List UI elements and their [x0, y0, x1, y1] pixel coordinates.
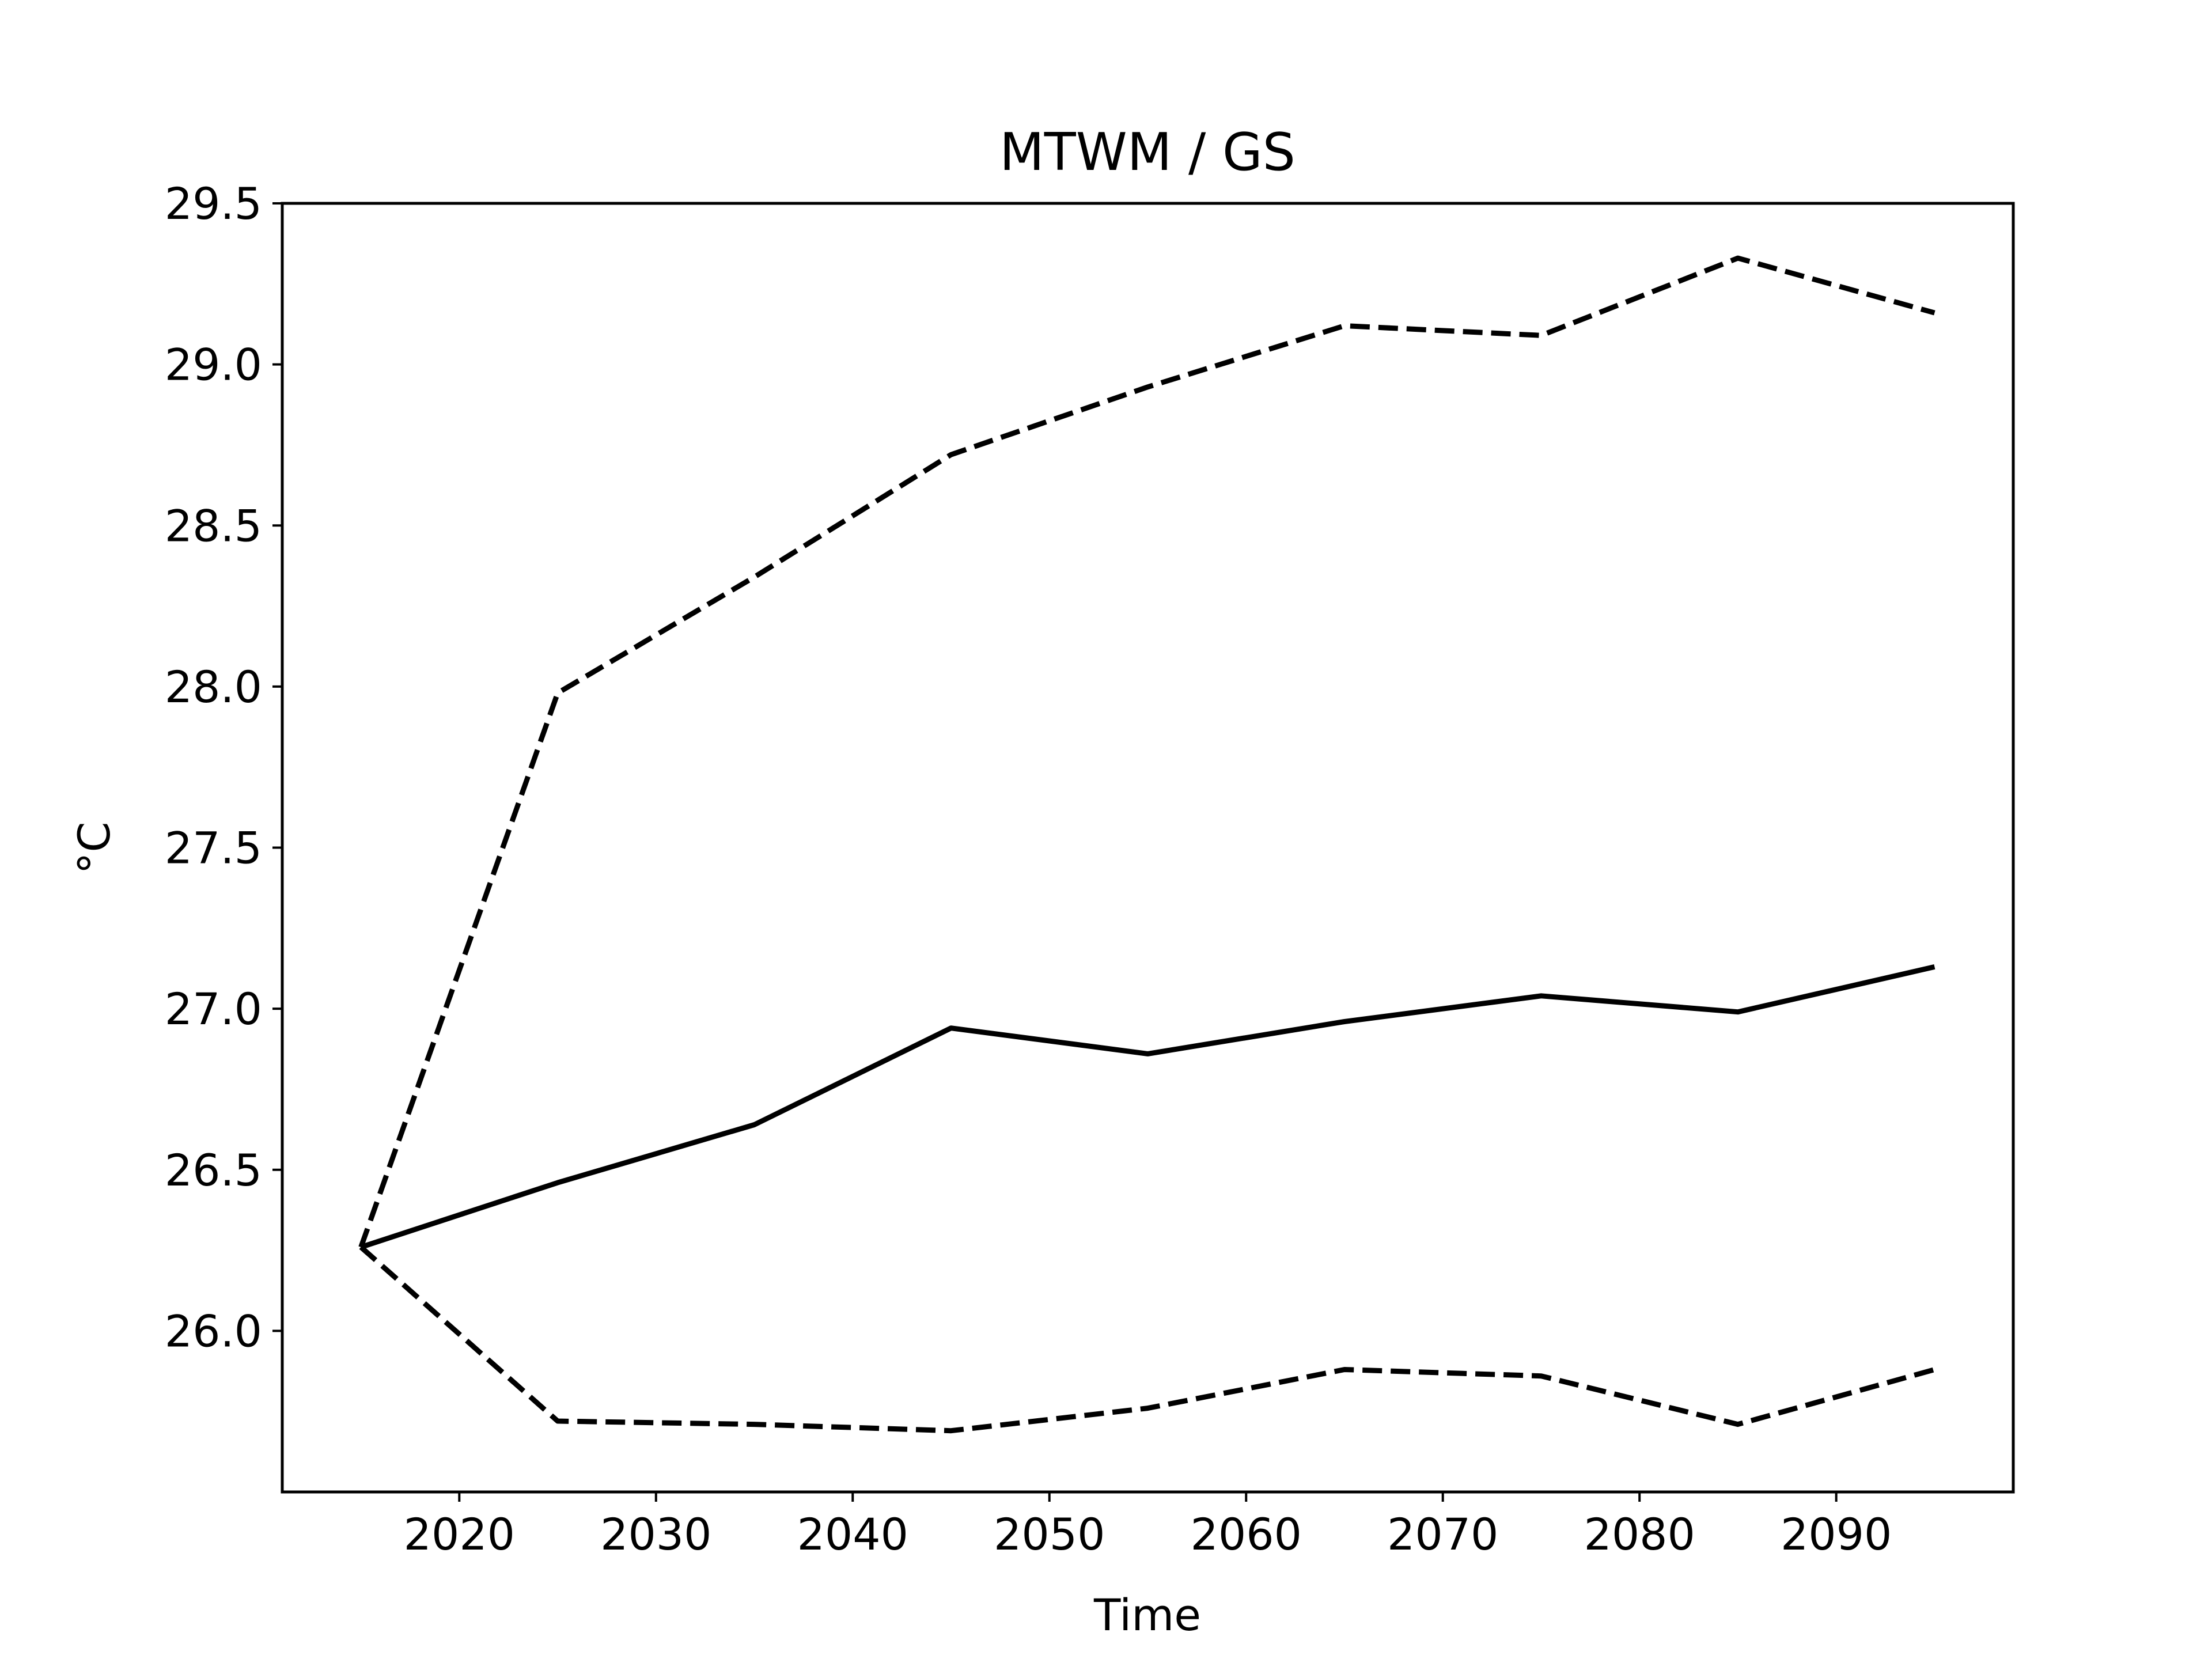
y-tick-label: 28.0: [165, 661, 262, 713]
x-tick-label: 2040: [797, 1509, 908, 1560]
x-axis-label: Time: [1093, 1589, 1201, 1641]
x-tick-label: 2090: [1781, 1509, 1892, 1560]
x-tick-label: 2020: [404, 1509, 515, 1560]
x-axis: 2020 2030 2040 2050 2060 2070 2080 2090: [404, 1492, 1892, 1560]
series-line-2: [358, 255, 1936, 1248]
x-tick-label: 2080: [1584, 1509, 1695, 1560]
y-tick-label: 29.0: [165, 339, 262, 391]
y-tick-label: 29.5: [165, 178, 262, 229]
chart-title: MTWM / GS: [999, 122, 1296, 183]
y-axis: 26.0 26.5 27.0 27.5 28.0 28.5 29.0 29.5: [165, 178, 282, 1357]
x-tick-label: 2030: [600, 1509, 711, 1560]
x-tick-label: 2050: [994, 1509, 1105, 1560]
y-tick-label: 26.5: [165, 1145, 262, 1196]
y-axis-label: °C: [69, 821, 120, 874]
y-tick-label: 26.0: [165, 1305, 262, 1357]
series-line-1: [360, 964, 1936, 1250]
x-tick-label: 2060: [1191, 1509, 1302, 1560]
y-tick-label: 27.5: [165, 823, 262, 874]
series-line-3: [359, 1245, 1936, 1434]
y-tick-label: 27.0: [165, 983, 262, 1035]
y-tick-label: 28.5: [165, 500, 262, 551]
plot-frame: [281, 202, 2015, 1494]
series-layer: [358, 255, 1936, 1434]
x-tick-label: 2070: [1387, 1509, 1498, 1560]
